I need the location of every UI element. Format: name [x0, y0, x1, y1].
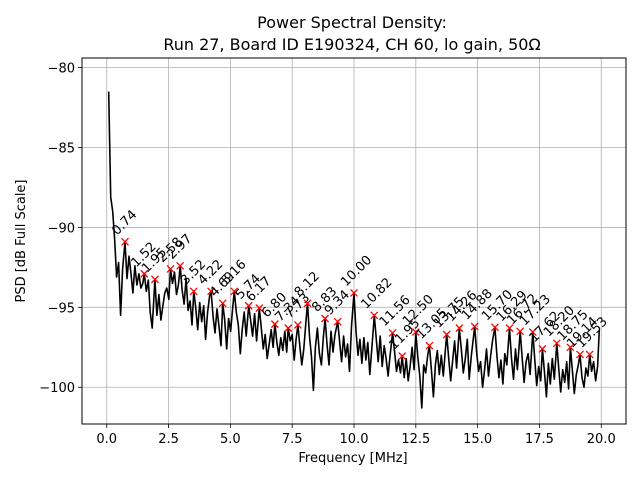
peak-marker-stroke [552, 339, 561, 348]
peak-marker [490, 323, 499, 332]
y-tick-label: −95 [48, 301, 75, 316]
peak-marker [121, 237, 129, 246]
x-tick-label: 17.5 [525, 432, 554, 447]
x-axis-ticks: 0.0 2.5 5.0 7.5 10.0 12.5 15.0 17.5 20.0 [96, 424, 616, 447]
peak-marker [166, 265, 175, 273]
peak-marker-stroke [370, 311, 379, 320]
peak-marker [255, 304, 264, 313]
peak-marker-stroke [284, 324, 293, 333]
peak-marker-stroke [321, 314, 330, 323]
peak-marker [293, 320, 302, 329]
x-tick-label: 15.0 [463, 432, 492, 447]
peak-marker-stroke [425, 341, 434, 350]
peak-marker-stroke [566, 343, 575, 352]
peak-marker [566, 343, 575, 352]
peak-marker [218, 299, 227, 308]
x-tick-label: 7.5 [282, 432, 303, 447]
peak-marker [538, 344, 547, 353]
peak-marker-stroke [218, 299, 227, 308]
peak-marker [333, 317, 342, 326]
peak-marker-stroke [411, 328, 420, 337]
peak-marker [321, 314, 330, 323]
peak-marker [244, 301, 253, 310]
peak-marker [350, 288, 358, 297]
peak-marker [505, 324, 514, 333]
x-axis-label: Frequency [MHz] [298, 451, 407, 466]
peak-marker-stroke [150, 275, 159, 284]
peak-marker [150, 275, 159, 284]
peak-marker [552, 339, 561, 348]
peak-marker [284, 324, 293, 333]
peak-marker-stroke [244, 301, 253, 310]
peak-marker [140, 269, 149, 278]
peak-marker-stroke [255, 304, 264, 313]
peak-marker [442, 330, 451, 339]
peak-marker [189, 287, 198, 296]
peak-marker-stroke [505, 324, 514, 333]
peak-marker [516, 327, 525, 336]
chart-title-line1: Power Spectral Density: [257, 13, 447, 32]
peak-marker-stroke [166, 265, 175, 273]
x-tick-label: 2.5 [158, 432, 179, 447]
x-tick-label: 5.0 [220, 432, 241, 447]
chart-title-line2: Run 27, Board ID E190324, CH 60, lo gain… [163, 35, 540, 54]
peak-marker-stroke [388, 328, 397, 337]
y-tick-label: −100 [39, 381, 75, 396]
peak-marker-stroke [270, 320, 279, 329]
peak-marker [176, 261, 185, 270]
peak-marker-stroke [576, 350, 584, 359]
peak-marker-stroke [176, 261, 185, 270]
peak-marker [207, 287, 216, 296]
peak-marker [370, 311, 379, 320]
peak-marker-stroke [293, 320, 302, 329]
peak-marker-stroke [207, 287, 216, 296]
peak-marker-stroke [189, 287, 198, 296]
peak-marker-stroke [230, 287, 239, 296]
peak-marker-stroke [516, 327, 525, 336]
psd-line [107, 91, 601, 409]
peak-marker [585, 350, 594, 359]
peak-marker [411, 328, 420, 337]
y-axis-label: PSD [dB Full Scale] [14, 179, 29, 302]
peak-marker [425, 341, 434, 350]
peak-marker [528, 328, 537, 337]
peak-marker-stroke [538, 344, 547, 353]
peak-marker [303, 299, 312, 308]
peak-marker [270, 320, 279, 329]
peak-marker-stroke [121, 237, 129, 246]
axes-frame [81, 57, 627, 425]
peak-marker [388, 328, 397, 337]
y-tick-label: −90 [48, 221, 75, 236]
x-tick-label: 10.0 [340, 432, 369, 447]
peak-marker [576, 350, 584, 359]
peak-marker [230, 287, 239, 296]
peak-marker-stroke [442, 330, 451, 339]
peak-marker-stroke [455, 324, 464, 333]
x-tick-label: 20.0 [587, 432, 616, 447]
peak-marker-stroke [333, 317, 342, 326]
peak-marker-stroke [350, 288, 358, 297]
peak-marker-stroke [140, 269, 149, 278]
peak-marker-stroke [585, 350, 594, 359]
y-tick-label: −80 [48, 62, 75, 77]
peak-marker-stroke [528, 328, 537, 337]
peak-marker-stroke [398, 352, 407, 361]
peak-marker [455, 324, 464, 333]
peak-marker-stroke [470, 322, 479, 331]
peak-marker [470, 322, 479, 331]
peak-marker-stroke [303, 299, 312, 308]
peak-marker-stroke [490, 323, 499, 332]
x-tick-label: 12.5 [401, 432, 430, 447]
y-axis-ticks: −80 −85 −90 −95 −100 [39, 62, 82, 396]
peak-marker [398, 352, 407, 361]
x-tick-label: 0.0 [96, 432, 117, 447]
y-tick-label: −85 [48, 142, 75, 157]
